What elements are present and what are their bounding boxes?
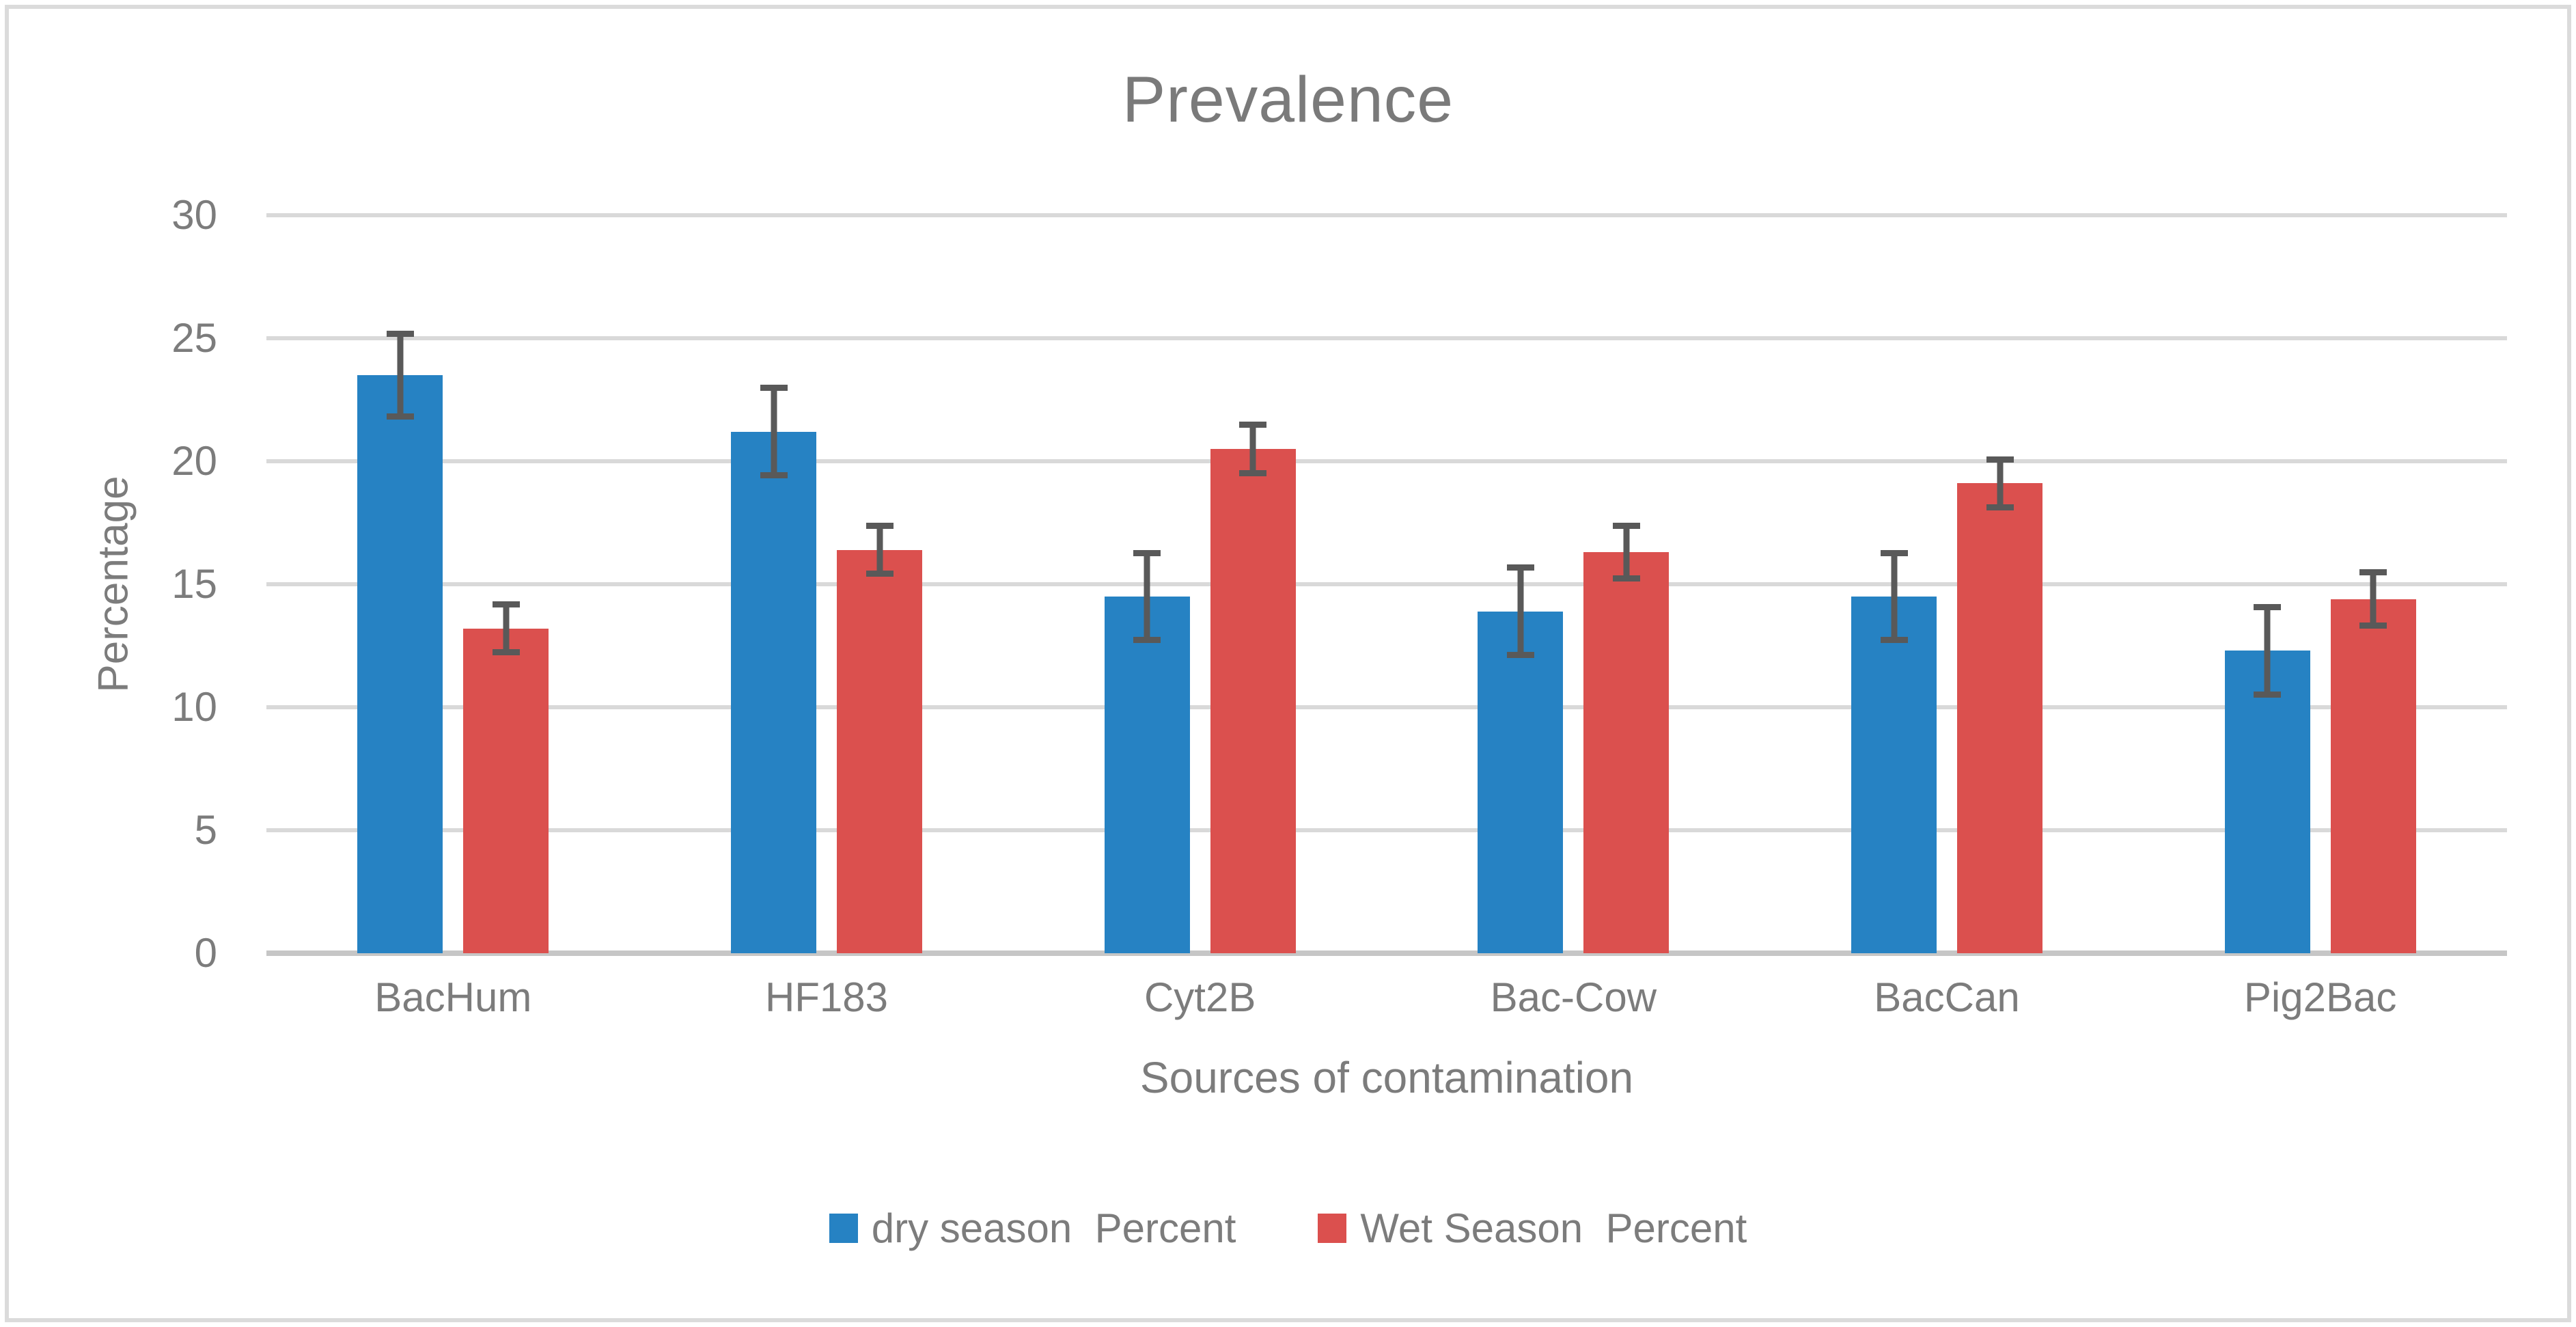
error-bar-cap	[1880, 637, 1908, 644]
bar-group-Bac-Cow	[1387, 215, 1760, 953]
error-bar-line	[2264, 603, 2271, 698]
bar-dry-BacHum	[357, 375, 443, 953]
gridline	[266, 336, 2507, 340]
x-tick-label-HF183: HF183	[764, 974, 889, 1020]
x-axis-line	[266, 950, 2507, 956]
x-tick-label-Bac-Cow: Bac-Cow	[1490, 974, 1657, 1020]
error-bar-dry-HF183	[760, 385, 788, 479]
x-tick-label-Pig2Bac: Pig2Bac	[2243, 974, 2397, 1020]
gridline	[266, 459, 2507, 463]
error-bar-line	[397, 331, 404, 420]
bar-wet-BacCan	[1957, 483, 2043, 953]
gridline	[266, 705, 2507, 709]
x-tick-label-BacHum: BacHum	[374, 974, 532, 1020]
error-bar-cap	[865, 571, 894, 577]
bar-dry-BacCan	[1851, 597, 1937, 953]
y-axis-title: Percentage	[89, 476, 137, 693]
error-bar-line	[1623, 523, 1630, 582]
error-bar-cap	[386, 413, 414, 420]
error-bar-cap	[2359, 569, 2387, 576]
error-bar-line	[1891, 549, 1898, 644]
y-tick-label: 30	[171, 192, 217, 238]
bar-wet-Bac-Cow	[1583, 552, 1670, 953]
error-bar-wet-Pig2Bac	[2359, 569, 2387, 629]
error-bar-cap	[492, 601, 520, 608]
error-bar-cap	[1133, 637, 1161, 644]
error-bar-cap	[386, 331, 414, 338]
wet-season-swatch-icon	[1318, 1214, 1347, 1243]
dry-season-swatch-icon	[829, 1214, 858, 1243]
gridline	[266, 828, 2507, 832]
error-bar-dry-BacCan	[1880, 549, 1908, 644]
error-bar-wet-BacCan	[1986, 456, 2014, 510]
error-bar-dry-BacHum	[386, 331, 414, 420]
error-bar-line	[771, 385, 777, 479]
error-bar-wet-BacHum	[492, 601, 520, 656]
error-bar-cap	[760, 385, 788, 392]
error-bar-cap	[1239, 422, 1267, 428]
y-tick-label: 25	[171, 315, 217, 361]
bar-dry-HF183	[731, 431, 816, 953]
legend-label-wet-season: Wet Season Percent	[1360, 1205, 1747, 1251]
error-bar-line	[503, 601, 510, 656]
error-bar-wet-Bac-Cow	[1612, 523, 1640, 582]
y-tick-label: 0	[194, 930, 217, 976]
error-bar-cap	[1986, 504, 2014, 510]
bar-wet-Pig2Bac	[2330, 599, 2416, 953]
y-tick-label: 10	[171, 684, 217, 730]
bar-wet-BacHum	[463, 628, 549, 953]
gridline	[266, 582, 2507, 586]
error-bar-wet-HF183	[865, 523, 894, 577]
bar-group-HF183	[640, 215, 1014, 953]
error-bar-cap	[1880, 549, 1908, 556]
error-bar-line	[1144, 549, 1150, 644]
bar-group-BacHum	[266, 215, 640, 953]
error-bar-cap	[2254, 691, 2282, 698]
error-bar-dry-Cyt2B	[1133, 549, 1161, 644]
error-bar-cap	[1506, 564, 1534, 571]
bar-group-Pig2Bac	[2133, 215, 2507, 953]
error-bar-cap	[1133, 549, 1161, 556]
error-bar-line	[1249, 422, 1256, 476]
bar-wet-HF183	[837, 549, 922, 953]
y-tick-label: 5	[194, 807, 217, 853]
bar-group-BacCan	[1760, 215, 2134, 953]
x-tick-label-BacCan: BacCan	[1874, 974, 2020, 1020]
error-bar-line	[1517, 564, 1524, 658]
bar-dry-Cyt2B	[1104, 597, 1190, 953]
y-tick-label: 15	[171, 561, 217, 607]
x-axis-title: Sources of contamination	[1139, 1053, 1634, 1102]
y-tick-label: 20	[171, 438, 217, 484]
error-bar-cap	[1612, 523, 1640, 530]
gridline	[266, 213, 2507, 217]
error-bar-cap	[1239, 469, 1267, 476]
chart-title: Prevalence	[1122, 64, 1454, 136]
error-bar-cap	[1506, 652, 1534, 658]
error-bar-cap	[2359, 622, 2387, 629]
legend-item-wet-season: Wet Season Percent	[1318, 1205, 1747, 1252]
legend-item-dry-season: dry season Percent	[829, 1205, 1236, 1252]
error-bar-cap	[865, 523, 894, 530]
bar-group-Cyt2B	[1013, 215, 1387, 953]
error-bar-line	[2370, 569, 2377, 629]
error-bar-cap	[760, 472, 788, 479]
bar-dry-Pig2Bac	[2224, 651, 2310, 953]
plot-area	[266, 213, 2507, 956]
bar-groups	[266, 215, 2507, 953]
bar-dry-Bac-Cow	[1478, 611, 1564, 953]
bar-wet-Cyt2B	[1210, 449, 1296, 953]
legend-label-dry-season: dry season Percent	[871, 1205, 1236, 1251]
error-bar-dry-Pig2Bac	[2254, 603, 2282, 698]
x-tick-label-Cyt2B: Cyt2B	[1144, 974, 1256, 1020]
error-bar-cap	[1612, 575, 1640, 582]
legend: dry season Percent Wet Season Percent	[0, 1205, 2576, 1252]
error-bar-wet-Cyt2B	[1239, 422, 1267, 476]
error-bar-cap	[1986, 456, 2014, 463]
error-bar-cap	[492, 649, 520, 656]
error-bar-line	[876, 523, 883, 577]
error-bar-line	[1997, 456, 2004, 510]
error-bar-dry-Bac-Cow	[1506, 564, 1534, 658]
error-bar-cap	[2254, 603, 2282, 610]
